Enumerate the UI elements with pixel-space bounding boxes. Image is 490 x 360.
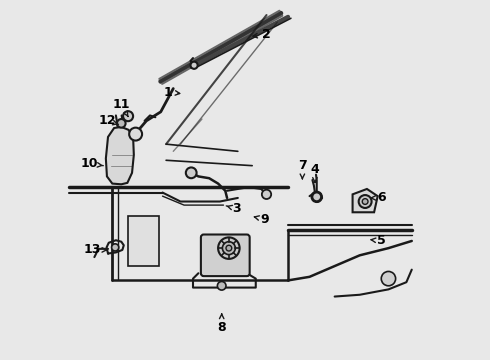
Circle shape bbox=[262, 190, 271, 199]
Polygon shape bbox=[106, 127, 134, 184]
Circle shape bbox=[123, 111, 133, 121]
Circle shape bbox=[222, 242, 235, 255]
Text: 12: 12 bbox=[98, 114, 119, 127]
Circle shape bbox=[186, 167, 196, 178]
Polygon shape bbox=[353, 189, 378, 212]
Text: 3: 3 bbox=[226, 202, 241, 215]
Circle shape bbox=[313, 193, 321, 201]
Circle shape bbox=[112, 244, 119, 251]
Text: 7: 7 bbox=[298, 159, 307, 179]
Text: 5: 5 bbox=[371, 234, 386, 247]
Text: 1: 1 bbox=[164, 86, 180, 99]
Circle shape bbox=[381, 271, 395, 286]
FancyBboxPatch shape bbox=[201, 234, 250, 276]
Circle shape bbox=[129, 128, 142, 140]
Circle shape bbox=[218, 237, 240, 259]
Text: 8: 8 bbox=[218, 314, 226, 333]
Text: 4: 4 bbox=[311, 163, 319, 182]
Circle shape bbox=[117, 119, 125, 128]
Circle shape bbox=[191, 62, 197, 69]
Circle shape bbox=[226, 245, 232, 251]
Text: 9: 9 bbox=[254, 213, 269, 226]
Circle shape bbox=[359, 195, 371, 208]
Circle shape bbox=[218, 282, 226, 290]
Text: 13: 13 bbox=[84, 243, 107, 256]
Text: 2: 2 bbox=[253, 28, 271, 41]
Bar bbox=[128, 216, 159, 266]
Circle shape bbox=[362, 199, 368, 204]
Text: 10: 10 bbox=[80, 157, 103, 170]
Text: 6: 6 bbox=[371, 192, 386, 204]
Text: 11: 11 bbox=[113, 98, 130, 117]
